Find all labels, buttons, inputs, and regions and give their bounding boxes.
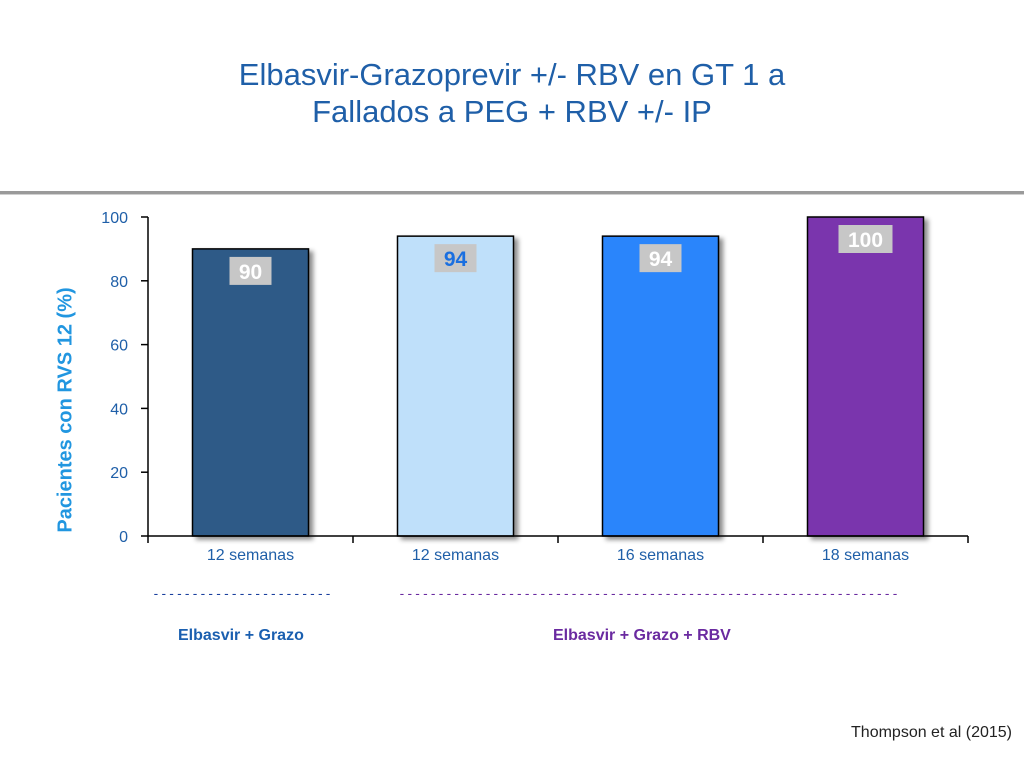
data-label-bg: [639, 244, 682, 273]
x-tick-label: 12 semanas: [207, 547, 294, 564]
slide-title: Elbasvir-Grazoprevir +/- RBV en GT 1 a F…: [0, 56, 1024, 130]
group-bracket-right: ----------------------------------------…: [398, 589, 899, 601]
labels-layer: 12 semanas 90 12 semanas 94 16 semanas 94 18 s…: [207, 225, 909, 564]
title-line-2: Fallados a PEG + RBV +/- IP: [312, 94, 712, 129]
bar: [191, 248, 310, 537]
y-axis-label: Pacientes con RVS 12 (%): [54, 287, 77, 533]
group-label-left: Elbasvir + Grazo: [178, 627, 304, 644]
x-tick-label: 18 semanas: [822, 547, 909, 564]
y-tick-label: 80: [110, 274, 128, 291]
bars-layer: [191, 216, 925, 537]
data-label: 94: [649, 248, 673, 271]
title-divider: [0, 191, 1024, 194]
y-tick-label: 0: [119, 529, 128, 546]
x-tick-label: 16 semanas: [617, 547, 704, 564]
bar: [396, 235, 515, 537]
group-bracket-left: -----------------------: [152, 589, 333, 601]
data-label: 90: [239, 261, 262, 284]
data-label-bg: [434, 244, 477, 273]
y-tick-label: 40: [110, 401, 128, 418]
data-label-bg: [838, 225, 893, 253]
data-label-bg: [229, 256, 272, 285]
data-label: 94: [444, 248, 468, 271]
y-tick-label: 60: [110, 338, 128, 355]
y-tick-label: 20: [110, 465, 128, 482]
bar: [601, 235, 720, 537]
x-tick-label: 12 semanas: [412, 547, 499, 564]
title-divider-shadow: [0, 194, 1024, 195]
data-label: 100: [848, 229, 883, 252]
bar: [806, 216, 925, 537]
y-tick-label: 100: [101, 210, 128, 227]
group-label-right: Elbasvir + Grazo + RBV: [553, 627, 731, 644]
axis-layer: 0 20 40 60 80 100: [101, 210, 969, 546]
citation: Thompson et al (2015): [851, 724, 1012, 741]
title-line-1: Elbasvir-Grazoprevir +/- RBV en GT 1 a: [238, 57, 786, 92]
